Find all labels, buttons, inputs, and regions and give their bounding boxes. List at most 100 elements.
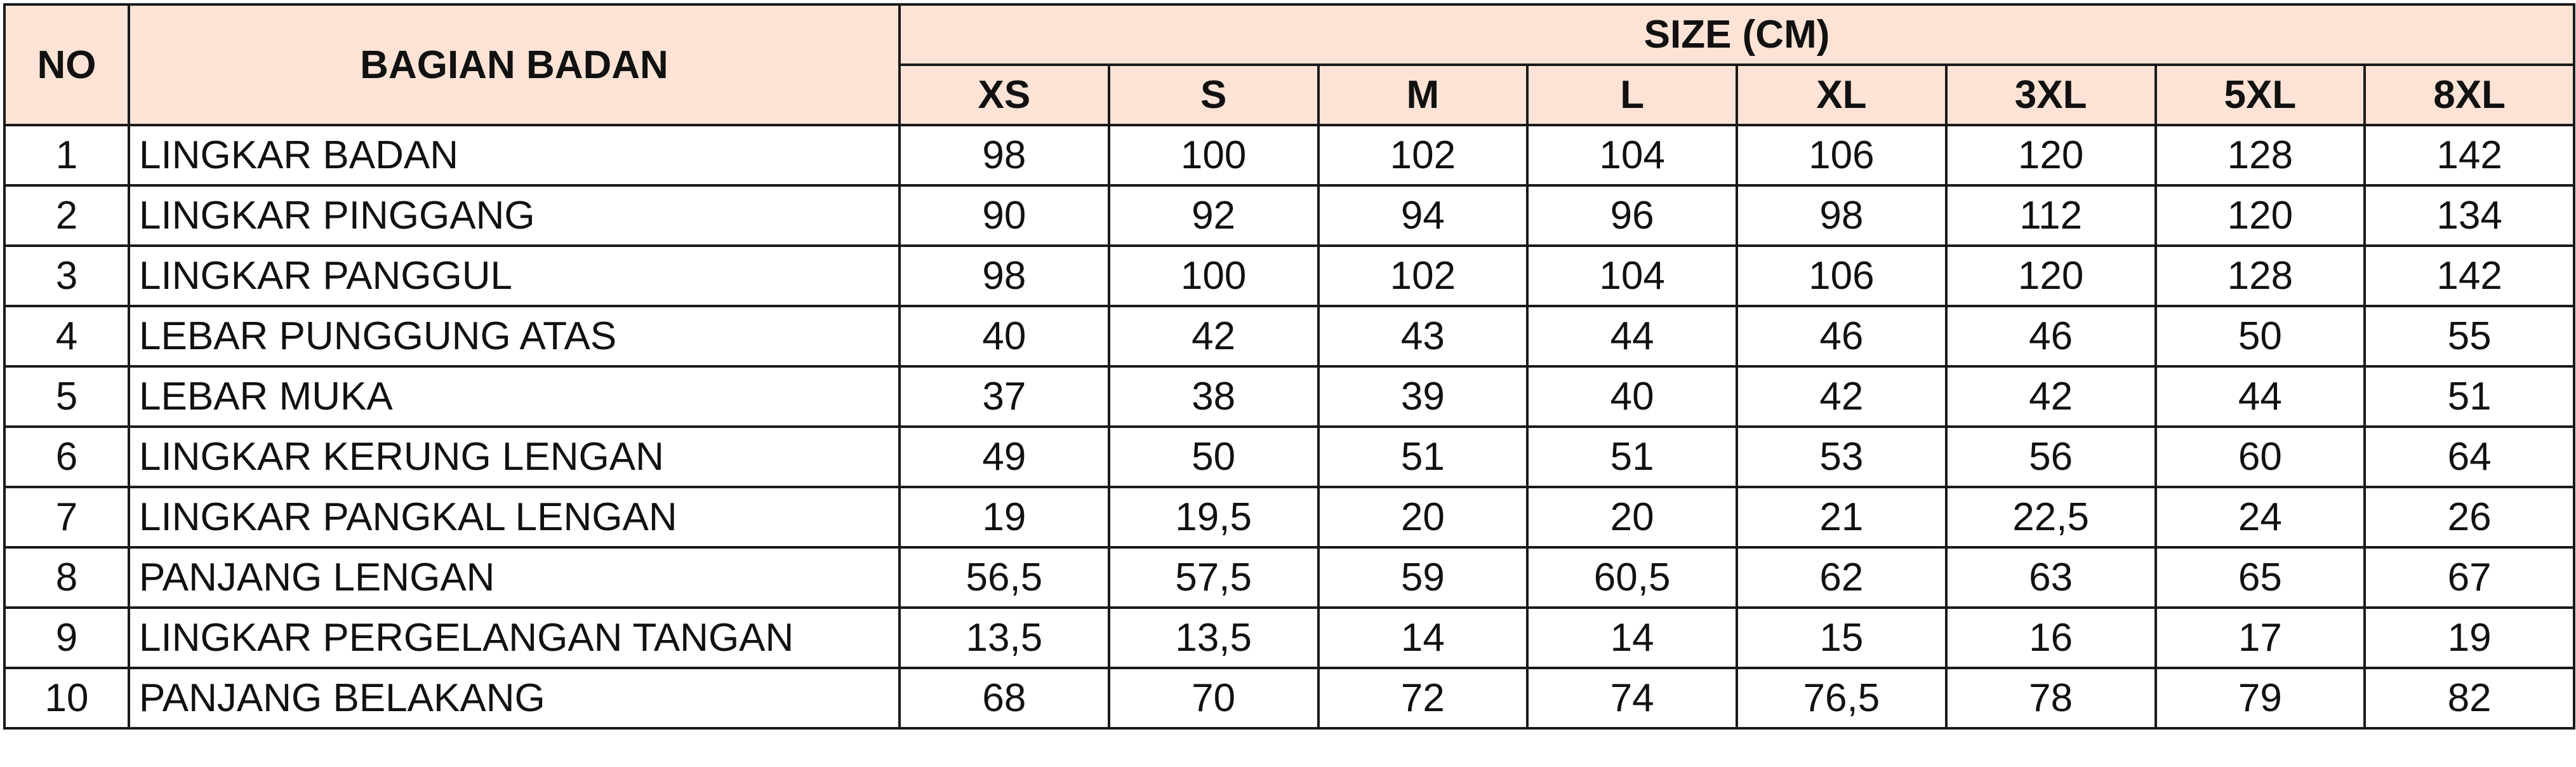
header-size: L (1526, 63, 1738, 126)
table-row: 6 LINGKAR KERUNG LENGAN 49 50 51 51 53 56 60 64 (3, 425, 2575, 488)
size-value-cell: 19 (2363, 606, 2575, 669)
size-value-cell: 26 (2363, 486, 2575, 549)
body-part-label: LINGKAR KERUNG LENGAN (128, 425, 901, 488)
size-value-cell: 14 (1526, 606, 1738, 669)
size-value-cell: 39 (1317, 365, 1529, 428)
size-value-cell: 57,5 (1107, 546, 1320, 609)
size-value-cell: 24 (2154, 486, 2367, 549)
row-number: 4 (3, 305, 130, 368)
size-value-cell: 67 (2363, 546, 2575, 609)
header-size: 3XL (1944, 63, 2157, 126)
size-value-cell: 102 (1317, 124, 1529, 187)
header-size: M (1317, 63, 1529, 126)
size-value-cell: 98 (898, 244, 1110, 307)
table-row: 10 PANJANG BELAKANG 68 70 72 74 76,5 78 79 82 (3, 667, 2575, 730)
size-value-cell: 46 (1736, 305, 1948, 368)
body-part-label: LINGKAR PINGGANG (128, 184, 901, 247)
table-row: 4 LEBAR PUNGGUNG ATAS 40 42 43 44 46 46 50 55 (3, 305, 2575, 368)
size-value-cell: 106 (1736, 124, 1948, 187)
size-value-cell: 63 (1944, 546, 2157, 609)
row-number: 9 (3, 606, 130, 669)
body-part-label: LINGKAR BADAN (128, 124, 901, 187)
header-size: 8XL (2363, 63, 2575, 126)
size-value-cell: 98 (1736, 184, 1948, 247)
size-value-cell: 43 (1317, 305, 1529, 368)
size-value-cell: 68 (898, 667, 1110, 730)
size-value-cell: 55 (2363, 305, 2575, 368)
size-value-cell: 21 (1736, 486, 1948, 549)
size-value-cell: 22,5 (1944, 486, 2157, 549)
size-value-cell: 120 (2154, 184, 2367, 247)
size-value-cell: 42 (1736, 365, 1948, 428)
size-value-cell: 15 (1736, 606, 1948, 669)
body-part-label: LINGKAR PANGGUL (128, 244, 901, 307)
size-value-cell: 20 (1526, 486, 1738, 549)
header-row-sizes: XS S M L XL 3XL 5XL 8XL (4, 63, 2575, 126)
body-part-label: LEBAR PUNGGUNG ATAS (128, 305, 901, 368)
size-value-cell: 40 (898, 305, 1110, 368)
size-value-cell: 20 (1317, 486, 1529, 549)
table-row: 8 PANJANG LENGAN 56,5 57,5 59 60,5 62 63 65 67 (3, 546, 2575, 609)
row-number: 7 (3, 486, 130, 549)
size-value-cell: 44 (1526, 305, 1738, 368)
size-value-cell: 100 (1107, 244, 1320, 307)
size-value-cell: 112 (1944, 184, 2157, 247)
table-row: 2 LINGKAR PINGGANG 90 92 94 96 98 112 120 134 (3, 184, 2575, 247)
row-number: 10 (3, 667, 130, 730)
body-part-label: PANJANG BELAKANG (128, 667, 901, 730)
header-body-part: BAGIAN BADAN (128, 3, 901, 126)
size-value-cell: 60 (2154, 425, 2367, 488)
size-value-cell: 53 (1736, 425, 1948, 488)
size-value-cell: 19 (898, 486, 1110, 549)
row-number: 1 (3, 124, 130, 187)
table-body: 1 LINGKAR BADAN 98 100 102 104 106 120 128 142 2 LI… (3, 124, 2575, 730)
size-value-cell: 142 (2363, 244, 2575, 307)
header-size: 5XL (2154, 63, 2367, 126)
size-value-cell: 13,5 (898, 606, 1110, 669)
row-number: 6 (3, 425, 130, 488)
size-value-cell: 37 (898, 365, 1110, 428)
size-value-cell: 59 (1317, 546, 1529, 609)
row-number: 8 (3, 546, 130, 609)
table-header: NO BAGIAN BADAN SIZE (CM) XS S M L XL 3X… (3, 3, 2575, 126)
size-value-cell: 70 (1107, 667, 1320, 730)
size-value-cell: 74 (1526, 667, 1738, 730)
size-value-cell: 72 (1317, 667, 1529, 730)
size-value-cell: 51 (1317, 425, 1529, 488)
size-value-cell: 128 (2154, 124, 2367, 187)
size-value-cell: 104 (1526, 244, 1738, 307)
size-value-cell: 46 (1944, 305, 2157, 368)
size-value-cell: 106 (1736, 244, 1948, 307)
size-value-cell: 90 (898, 184, 1110, 247)
size-value-cell: 40 (1526, 365, 1738, 428)
size-value-cell: 42 (1107, 305, 1320, 368)
size-value-cell: 42 (1944, 365, 2157, 428)
size-value-cell: 79 (2154, 667, 2367, 730)
size-value-cell: 128 (2154, 244, 2367, 307)
size-value-cell: 100 (1107, 124, 1320, 187)
header-size-group: SIZE (CM) (898, 3, 2575, 66)
size-value-cell: 44 (2154, 365, 2367, 428)
size-value-cell: 50 (2154, 305, 2367, 368)
size-value-cell: 96 (1526, 184, 1738, 247)
size-value-cell: 78 (1944, 667, 2157, 730)
size-value-cell: 13,5 (1107, 606, 1320, 669)
row-number: 2 (3, 184, 130, 247)
header-no: NO (3, 3, 130, 126)
table-row: 1 LINGKAR BADAN 98 100 102 104 106 120 128 142 (3, 124, 2575, 187)
size-value-cell: 120 (1944, 244, 2157, 307)
row-number: 5 (3, 365, 130, 428)
size-value-cell: 104 (1526, 124, 1738, 187)
size-value-cell: 49 (898, 425, 1110, 488)
table-row: 3 LINGKAR PANGGUL 98 100 102 104 106 120 128 142 (3, 244, 2575, 307)
size-value-cell: 16 (1944, 606, 2157, 669)
body-part-label: LINGKAR PANGKAL LENGAN (128, 486, 901, 549)
header-size: XS (898, 63, 1110, 126)
row-number: 3 (3, 244, 130, 307)
size-value-cell: 62 (1736, 546, 1948, 609)
size-value-cell: 51 (2363, 365, 2575, 428)
size-value-cell: 76,5 (1736, 667, 1948, 730)
size-value-cell: 64 (2363, 425, 2575, 488)
table-row: 5 LEBAR MUKA 37 38 39 40 42 42 44 51 (3, 365, 2575, 428)
size-value-cell: 134 (2363, 184, 2575, 247)
